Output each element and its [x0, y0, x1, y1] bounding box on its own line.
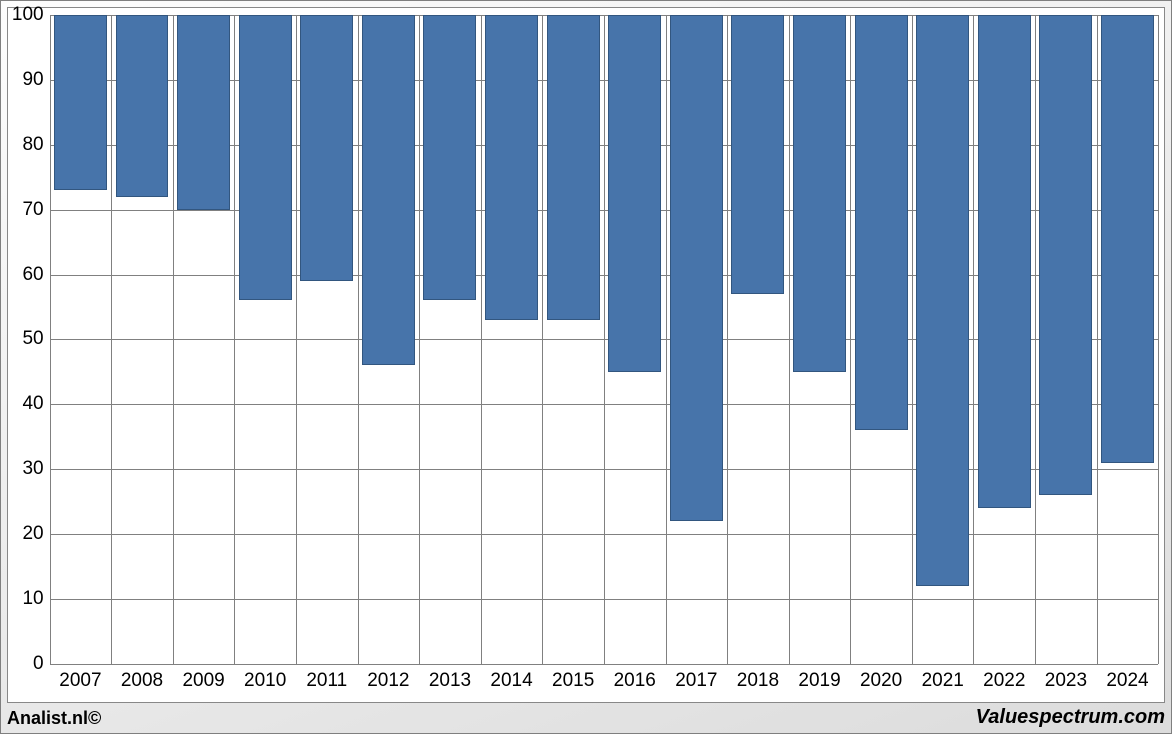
bars-row: 2007200820092010201120122013201420152016… — [50, 15, 1159, 664]
bar — [54, 15, 107, 190]
bar-slot: 2011 — [296, 15, 358, 664]
bar-slot: 2019 — [789, 15, 851, 664]
bar — [670, 15, 723, 521]
x-tick-label: 2010 — [244, 670, 286, 692]
bar — [978, 15, 1031, 508]
y-tick-label: 50 — [22, 328, 49, 350]
bar-slot: 2016 — [604, 15, 666, 664]
x-tick-label: 2007 — [59, 670, 101, 692]
bar — [116, 15, 169, 197]
x-tick-label: 2011 — [306, 670, 347, 692]
bar-slot: 2015 — [542, 15, 604, 664]
x-tick-label: 2014 — [490, 670, 532, 692]
y-tick-label: 40 — [22, 393, 49, 415]
bar — [855, 15, 908, 430]
x-tick-label: 2016 — [614, 670, 656, 692]
bar-slot: 2018 — [727, 15, 789, 664]
bar-slot: 2017 — [666, 15, 728, 664]
bar-slot: 2021 — [912, 15, 974, 664]
gridline-h — [50, 664, 1159, 665]
x-tick-label: 2022 — [983, 670, 1025, 692]
bar — [731, 15, 784, 294]
y-tick-label: 0 — [33, 653, 50, 675]
x-tick-label: 2019 — [798, 670, 840, 692]
inner-plot: 0102030405060708090100200720082009201020… — [50, 15, 1159, 664]
x-tick-label: 2008 — [121, 670, 163, 692]
bar-slot: 2008 — [111, 15, 173, 664]
bar-slot: 2023 — [1035, 15, 1097, 664]
bar — [239, 15, 292, 301]
bar-slot: 2007 — [50, 15, 112, 664]
credit-left: Analist.nl© — [7, 708, 101, 729]
bar — [423, 15, 476, 301]
credit-right: Valuespectrum.com — [976, 706, 1165, 729]
bar — [547, 15, 600, 320]
y-tick-label: 100 — [12, 4, 50, 26]
bar — [1101, 15, 1154, 463]
y-tick-label: 80 — [22, 134, 49, 156]
footer: Analist.nl© Valuespectrum.com — [1, 705, 1171, 733]
y-tick-label: 70 — [22, 199, 49, 221]
bar — [793, 15, 846, 372]
chart-container: 0102030405060708090100200720082009201020… — [0, 0, 1172, 734]
bar-slot: 2010 — [234, 15, 296, 664]
y-tick-label: 90 — [22, 69, 49, 91]
x-tick-label: 2020 — [860, 670, 902, 692]
plot-frame: 0102030405060708090100200720082009201020… — [7, 7, 1165, 703]
x-tick-label: 2023 — [1045, 670, 1087, 692]
bar-slot: 2014 — [481, 15, 543, 664]
gridline-v — [1158, 15, 1159, 664]
bar — [916, 15, 969, 586]
x-tick-label: 2013 — [429, 670, 471, 692]
x-tick-label: 2018 — [737, 670, 779, 692]
y-tick-label: 30 — [22, 458, 49, 480]
bar-slot: 2022 — [974, 15, 1036, 664]
x-tick-label: 2024 — [1106, 670, 1148, 692]
bar-slot: 2020 — [850, 15, 912, 664]
plot-area: 0102030405060708090100200720082009201020… — [8, 8, 1164, 702]
y-tick-label: 60 — [22, 264, 49, 286]
y-tick-label: 20 — [22, 523, 49, 545]
bar — [1039, 15, 1092, 495]
bar-slot: 2024 — [1097, 15, 1159, 664]
bar — [300, 15, 353, 281]
bar — [485, 15, 538, 320]
x-tick-label: 2017 — [675, 670, 717, 692]
x-tick-label: 2012 — [367, 670, 409, 692]
bar-slot: 2009 — [173, 15, 235, 664]
bar — [362, 15, 415, 365]
x-tick-label: 2009 — [182, 670, 224, 692]
bar-slot: 2012 — [358, 15, 420, 664]
x-tick-label: 2015 — [552, 670, 594, 692]
y-tick-label: 10 — [22, 588, 49, 610]
bar — [177, 15, 230, 210]
x-tick-label: 2021 — [922, 670, 964, 692]
bar — [608, 15, 661, 372]
bar-slot: 2013 — [419, 15, 481, 664]
